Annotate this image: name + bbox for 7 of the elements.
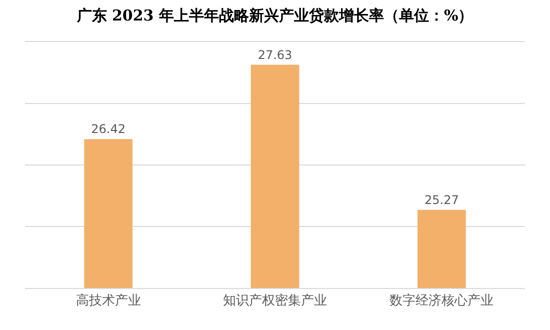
x-tick-label: 知识产权密集产业 bbox=[223, 294, 327, 309]
data-label: 26.42 bbox=[91, 122, 126, 136]
chart-title: 广东 2023 年上半年战略新兴产业贷款增长率（单位：%） bbox=[76, 6, 474, 24]
data-label: 27.63 bbox=[258, 48, 292, 62]
x-tick-label: 数字经济核心产业 bbox=[390, 292, 494, 309]
data-label: 25.27 bbox=[424, 192, 459, 207]
x-tick-label: 高技术产业 bbox=[76, 292, 141, 309]
